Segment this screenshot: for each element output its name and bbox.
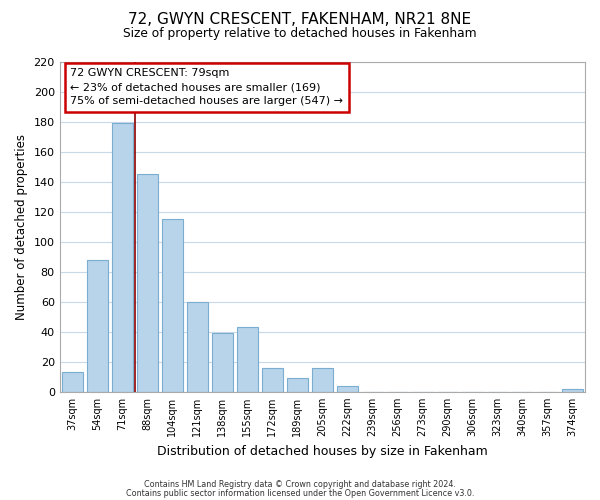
Bar: [112, 123, 133, 392]
Bar: [137, 174, 158, 392]
Bar: [161, 219, 183, 392]
Bar: [337, 386, 358, 392]
Text: Contains public sector information licensed under the Open Government Licence v3: Contains public sector information licen…: [126, 488, 474, 498]
Bar: [187, 302, 208, 392]
Bar: [62, 372, 83, 392]
Bar: [312, 368, 333, 392]
Bar: [86, 260, 108, 392]
Text: Size of property relative to detached houses in Fakenham: Size of property relative to detached ho…: [123, 28, 477, 40]
Bar: [212, 334, 233, 392]
Bar: [562, 389, 583, 392]
Bar: [287, 378, 308, 392]
X-axis label: Distribution of detached houses by size in Fakenham: Distribution of detached houses by size …: [157, 444, 488, 458]
Bar: [236, 327, 258, 392]
Bar: [262, 368, 283, 392]
Text: 72, GWYN CRESCENT, FAKENHAM, NR21 8NE: 72, GWYN CRESCENT, FAKENHAM, NR21 8NE: [128, 12, 472, 28]
Text: 72 GWYN CRESCENT: 79sqm
← 23% of detached houses are smaller (169)
75% of semi-d: 72 GWYN CRESCENT: 79sqm ← 23% of detache…: [70, 68, 343, 106]
Y-axis label: Number of detached properties: Number of detached properties: [15, 134, 28, 320]
Text: Contains HM Land Registry data © Crown copyright and database right 2024.: Contains HM Land Registry data © Crown c…: [144, 480, 456, 489]
